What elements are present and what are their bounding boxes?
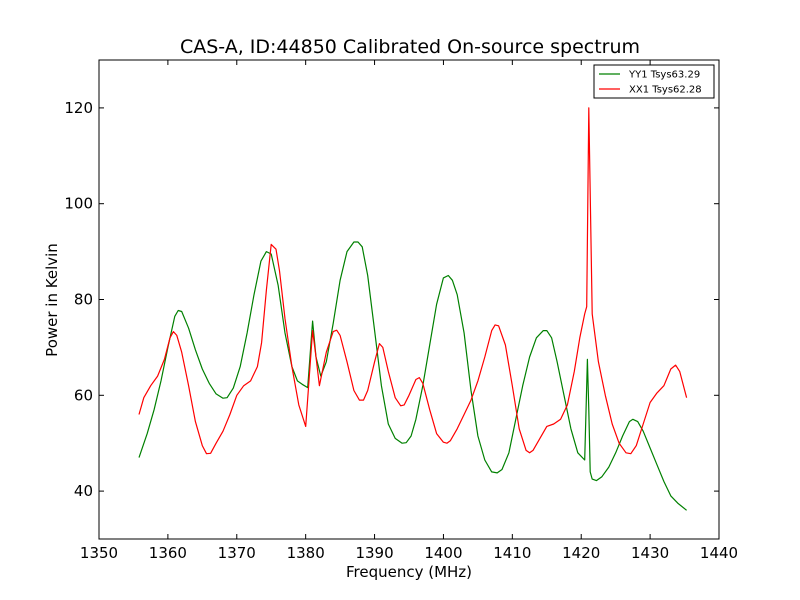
- x-tick-label: 1380: [287, 544, 325, 562]
- x-tick-label: 1370: [218, 544, 256, 562]
- y-tick-label: 80: [74, 291, 93, 309]
- x-tick-label: 1350: [80, 544, 118, 562]
- x-tick-label: 1360: [149, 544, 187, 562]
- chart-title: CAS-A, ID:44850 Calibrated On-source spe…: [180, 36, 640, 58]
- x-axis-label: Frequency (MHz): [346, 563, 472, 581]
- y-axis-label: Power in Kelvin: [43, 243, 61, 357]
- x-tick-label: 1410: [493, 544, 531, 562]
- y-tick-label: 100: [64, 195, 93, 213]
- y-tick-label: 120: [64, 99, 93, 117]
- x-tick-label: 1390: [355, 544, 393, 562]
- legend: YY1 Tsys63.29 XX1 Tsys62.28: [594, 65, 714, 98]
- y-tick-label: 40: [74, 482, 93, 500]
- x-tick-label: 1430: [631, 544, 669, 562]
- legend-label: XX1 Tsys62.28: [629, 85, 702, 96]
- x-tick-label: 1420: [562, 544, 600, 562]
- y-tick-label: 60: [74, 386, 93, 404]
- x-tick-label: 1440: [700, 544, 738, 562]
- x-tick-label: 1400: [424, 544, 462, 562]
- legend-label: YY1 Tsys63.29: [628, 70, 700, 81]
